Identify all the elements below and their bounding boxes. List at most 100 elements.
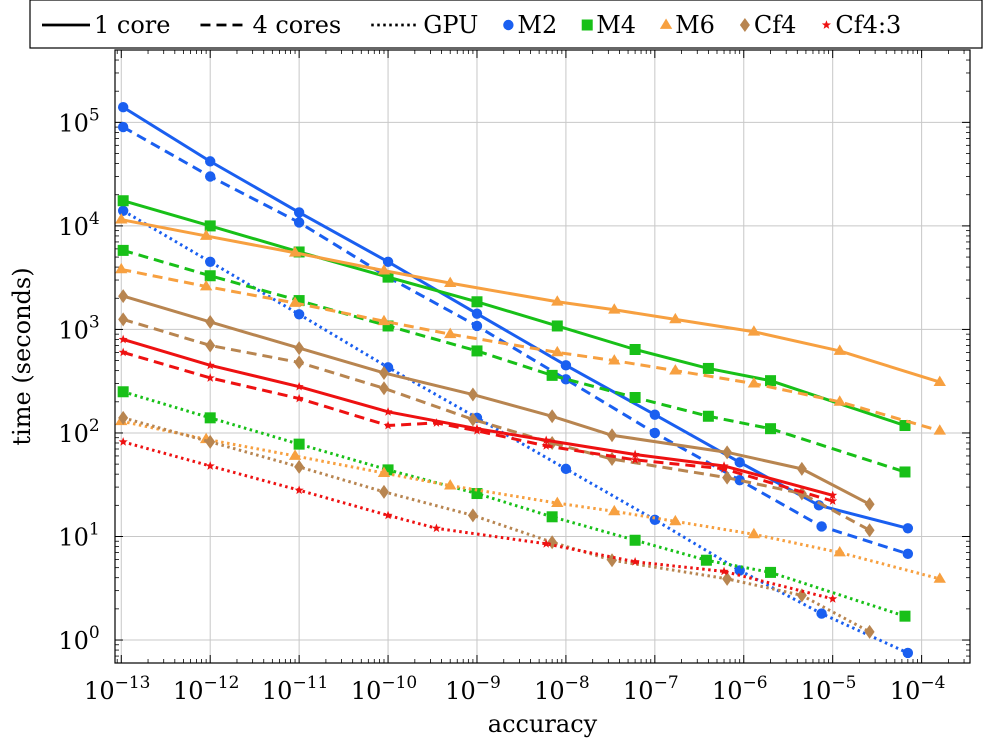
data-point-m4-gpu [546,511,558,523]
x-tick-label: 10−9 [445,673,501,705]
series-m6-gpu [115,414,946,583]
data-point-cf4-3-gpu [118,437,128,446]
legend: 1 core 4 cores GPU M2 M4 M6 Cf4 Cf4:3 [29,0,983,49]
data-point-m4-gpu [293,438,305,450]
legend-marker [581,19,593,31]
data-point-m4-gpu [700,554,712,566]
data-point-m6-1-core [199,229,213,240]
data-point-m2-4-cores [560,374,572,385]
legend-marker [659,18,673,29]
data-point-cf4-1-core [864,497,875,512]
data-point-cf4-4-cores [294,355,305,370]
data-point-m4-4-cores [204,270,216,282]
data-point-cf4-3-gpu [828,594,838,603]
data-point-m6-4-cores [288,296,302,307]
legend-marker [821,20,831,29]
data-point-cf4-3-gpu [431,523,441,533]
data-point-m2-gpu [293,309,305,320]
series-line-m2-4-cores [122,125,909,556]
x-tick-label: 10−10 [351,673,417,705]
x-tick-label: 10−7 [623,673,679,705]
data-point-m2-4-cores [816,521,827,532]
y-axis-label: time (seconds) [8,267,36,445]
data-point-cf4-4-cores [467,412,478,427]
data-point-m6-gpu [444,479,457,490]
data-point-m2-gpu [816,608,827,619]
series-line-m4-4-cores [122,248,906,474]
series-line-m4-1-core [122,199,906,427]
data-point-cf4-4-cores [607,452,618,467]
data-point-m4-gpu [899,610,911,622]
data-point-m4-gpu [117,386,129,398]
data-point-m4-4-cores [471,345,483,357]
data-point-cf4-4-cores [722,470,733,485]
data-point-m6-4-cores [669,364,682,375]
data-point-m2-gpu [205,256,216,268]
data-point-cf4-1-core [467,387,478,402]
data-point-cf4-1-core [118,289,129,304]
data-point-m6-gpu [669,514,682,526]
data-point-m4-gpu [471,488,483,500]
data-point-m4-1-core [702,362,714,374]
data-point-cf4-3-gpu [541,539,551,548]
legend-item-m6: M6 [659,11,715,39]
data-point-cf4-4-cores [205,338,216,353]
series-layer [115,102,946,659]
data-point-m6-gpu [933,572,946,583]
data-point-m2-4-cores [471,320,483,332]
legend-marker [739,18,750,32]
data-point-cf4-3-gpu [719,566,729,576]
data-point-m2-1-core [471,308,483,319]
data-point-m6-4-cores [608,354,621,365]
y-tick-label: 103 [58,312,99,344]
data-point-m4-gpu [204,412,216,424]
data-point-m6-1-core [833,344,846,355]
data-point-cf4-1-core [378,365,389,380]
data-point-cf4-3-gpu [294,485,304,495]
series-cf4-3-gpu [118,437,838,603]
data-point-m4-1-core [899,420,911,432]
data-point-m6-1-core [551,295,564,306]
data-point-m4-4-cores [702,410,714,422]
data-point-cf4-3-4-cores [719,464,729,473]
data-point-cf4-3-1-core [294,381,304,391]
x-tick-label: 10−12 [173,673,239,705]
data-point-m4-4-cores [382,320,394,332]
data-point-cf4-3-gpu [205,461,215,470]
x-tick-label: 10−11 [262,673,328,705]
series-m6-4-cores [115,262,946,435]
series-cf4-1-core [118,289,875,512]
data-point-m6-gpu [551,496,564,508]
legend-label: M2 [517,11,557,39]
data-point-m6-gpu [747,527,761,539]
legend-item-m2: M2 [503,11,557,39]
x-tick-label: 10−8 [534,673,590,705]
legend-item-1-core: 1 core [42,11,170,39]
data-point-cf4-3-4-cores [828,496,838,505]
data-point-cf4-4-cores [118,312,129,327]
legend-item-cf4: Cf4 [739,11,796,39]
data-point-m2-1-core [117,102,129,113]
data-point-m6-4-cores [115,262,128,274]
data-point-cf4-3-1-core [541,435,551,445]
data-point-cf4-3-4-cores [431,418,441,427]
data-point-cf4-gpu [118,410,129,425]
data-point-m4-4-cores [293,295,305,307]
x-tick-label: 10−4 [890,673,946,705]
legend-label: GPU [423,11,478,39]
data-point-m6-4-cores [199,279,213,291]
data-point-cf4-3-1-core [205,360,215,370]
minor-ticks [115,49,970,664]
data-point-m4-1-core [765,375,777,387]
data-point-m4-gpu [382,464,394,476]
legend-label: M6 [675,11,715,39]
legend-label: 4 cores [252,11,341,39]
data-point-m4-4-cores [629,392,641,404]
data-point-m2-1-core [560,360,572,371]
legend-item-4-cores: 4 cores [200,11,341,39]
data-point-m6-4-cores [377,314,391,326]
data-point-m2-4-cores [293,217,305,228]
data-point-m6-gpu [833,546,846,557]
data-point-cf4-3-gpu [630,556,640,566]
series-cf4-3-4-cores [118,347,838,505]
